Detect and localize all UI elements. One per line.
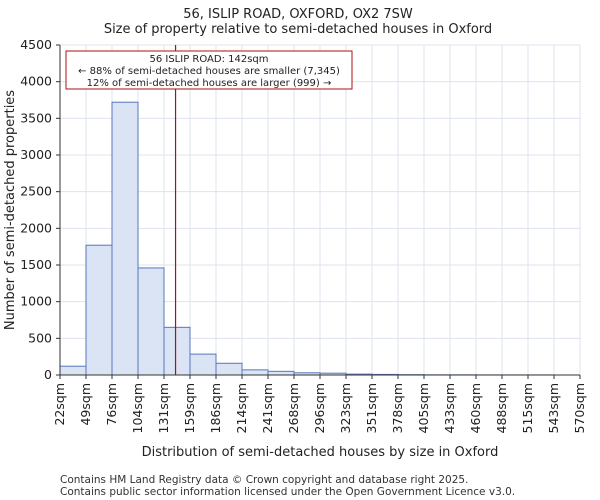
x-tick-label-12: 351sqm	[364, 383, 379, 433]
y-tick-label-9: 4500	[20, 37, 52, 52]
bar-1	[85, 244, 113, 376]
bar-5	[189, 353, 217, 376]
bar-3	[137, 267, 165, 376]
x-tick-label-19: 543sqm	[546, 383, 561, 433]
y-tick-label-4: 2000	[20, 220, 52, 235]
bar-8	[267, 370, 295, 376]
y-tick-label-5: 2500	[20, 184, 52, 199]
x-tick-label-16: 460sqm	[468, 383, 483, 433]
y-tick-labels: 0 500 1000 1500 2000 2500 3000 3500 4000 4500	[20, 37, 60, 382]
y-tick-label-6: 3000	[20, 147, 52, 162]
chart-subtitle: Size of property relative to semi-detach…	[104, 22, 492, 37]
x-tick-label-1: 49sqm	[78, 383, 93, 426]
y-tick-label-1: 500	[28, 330, 52, 345]
annotation-line-3: 12% of semi-detached houses are larger (…	[87, 78, 332, 89]
annotation-box: 56 ISLIP ROAD: 142sqm ← 88% of semi-deta…	[65, 50, 353, 90]
x-tick-labels: 22sqm 49sqm 76sqm 104sqm 131sqm 159sqm 186sqm 2…	[52, 375, 587, 433]
annotation-line-1: 56 ISLIP ROAD: 142sqm	[149, 54, 268, 65]
x-tick-label-14: 405sqm	[416, 383, 431, 433]
y-tick-label-3: 1500	[20, 257, 52, 272]
annotation-line-2: ← 88% of semi-detached houses are smalle…	[78, 66, 340, 77]
y-tick-label-2: 1000	[20, 294, 52, 309]
x-tick-label-7: 214sqm	[234, 383, 249, 433]
x-axis-label: Distribution of semi-detached houses by …	[142, 445, 499, 460]
x-tick-label-13: 378sqm	[390, 383, 405, 433]
bar-7	[241, 369, 269, 376]
y-axis-label: Number of semi-detached properties	[3, 90, 18, 330]
x-tick-label-20: 570sqm	[572, 383, 587, 433]
x-tick-label-5: 159sqm	[182, 383, 197, 433]
footer-line-2: Contains public sector information licen…	[60, 486, 515, 498]
chart-title: 56, ISLIP ROAD, OXFORD, OX2 7SW	[183, 7, 413, 22]
y-tick-label-8: 4000	[20, 74, 52, 89]
footer-line-1: Contains HM Land Registry data © Crown c…	[60, 474, 468, 486]
y-tick-label-7: 3500	[20, 110, 52, 125]
x-tick-label-8: 241sqm	[260, 383, 275, 433]
x-tick-label-11: 323sqm	[338, 383, 353, 433]
x-tick-label-9: 268sqm	[286, 383, 301, 433]
x-tick-label-18: 515sqm	[520, 383, 535, 433]
bar-0	[59, 365, 87, 376]
annotation-border	[65, 50, 353, 90]
x-tick-label-10: 296sqm	[312, 383, 327, 433]
x-tick-label-15: 433sqm	[442, 383, 457, 433]
bars	[59, 101, 555, 376]
y-tick-label-0: 0	[44, 367, 52, 382]
x-tick-label-4: 131sqm	[156, 383, 171, 433]
x-tick-label-6: 186sqm	[208, 383, 223, 433]
x-tick-label-0: 22sqm	[52, 383, 67, 426]
x-tick-label-2: 76sqm	[104, 383, 119, 426]
bar-2	[111, 101, 139, 376]
x-tick-label-17: 488sqm	[494, 383, 509, 433]
x-tick-label-3: 104sqm	[130, 383, 145, 433]
bar-4	[163, 326, 191, 376]
bar-6	[215, 362, 243, 376]
